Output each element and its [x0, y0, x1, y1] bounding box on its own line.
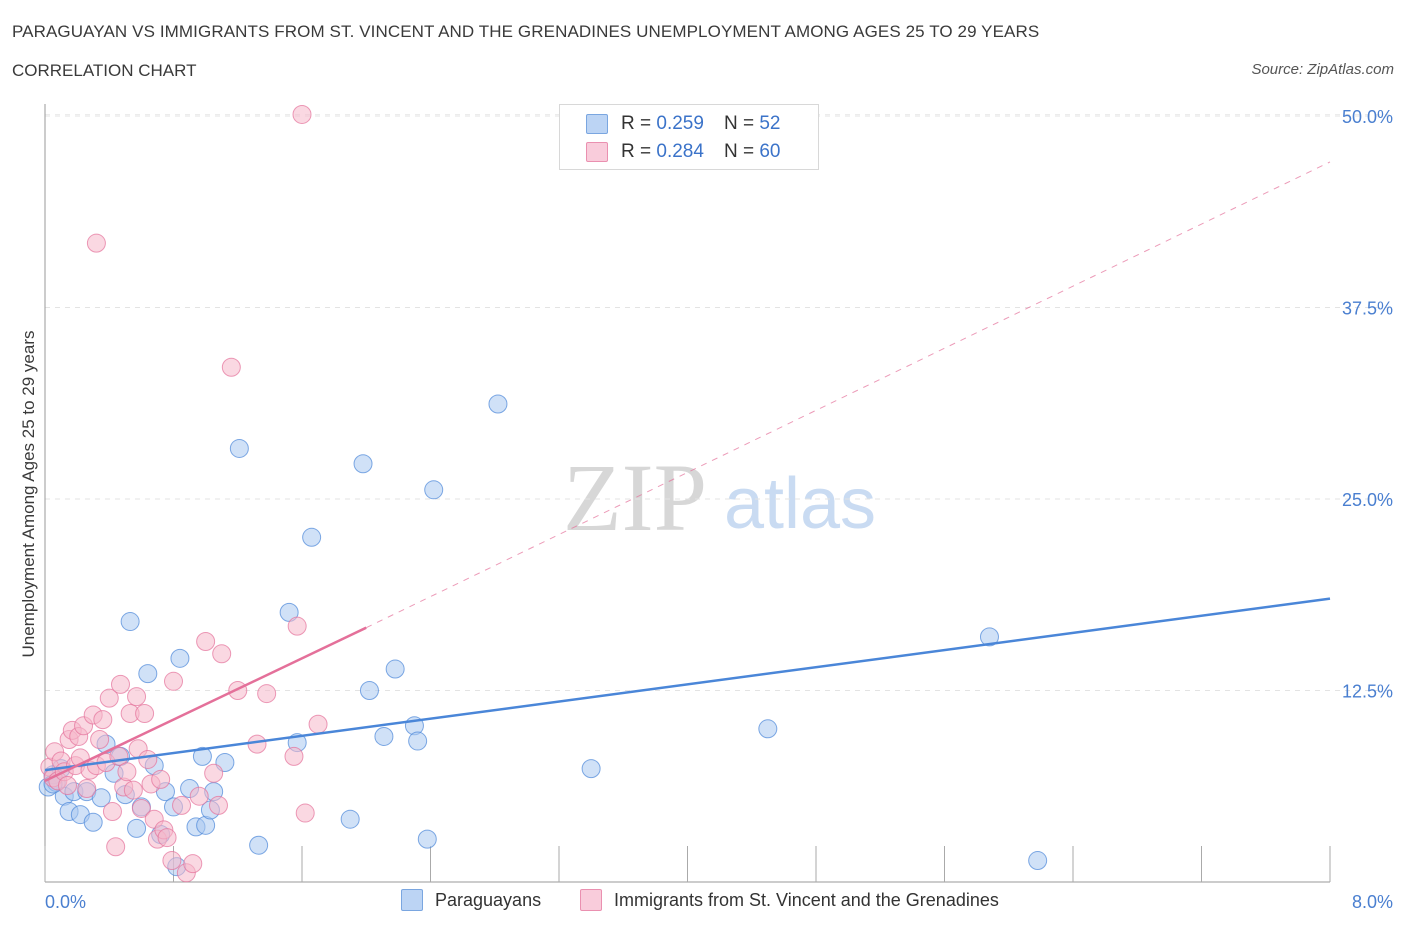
point-paraguayans: [302, 527, 322, 547]
y-tick-labels: 12.5% 25.0% 37.5% 50.0%: [1342, 107, 1393, 702]
point-svg-immigrants: [228, 681, 248, 700]
y-tick-label: 37.5%: [1342, 299, 1393, 319]
watermark-atlas: atlas: [724, 464, 876, 544]
point-svg-immigrants: [102, 802, 122, 822]
point-paraguayans: [353, 454, 373, 474]
point-svg-immigrants: [99, 688, 119, 708]
bottom-legend-swatch-blue: [401, 889, 423, 911]
bottom-legend-svg-immigrants: Immigrants from St. Vincent and the Gren…: [580, 889, 999, 911]
point-svg-immigrants: [127, 687, 147, 707]
point-svg-immigrants: [138, 749, 158, 769]
point-paraguayans: [408, 731, 428, 751]
point-paraguayans: [192, 746, 212, 766]
point-svg-immigrants: [90, 730, 110, 750]
point-paraguayans: [138, 664, 158, 684]
legend-n-label: N =: [723, 141, 755, 162]
point-svg-immigrants: [295, 803, 315, 823]
point-svg-immigrants: [221, 357, 241, 377]
point-paraguayans: [91, 788, 111, 808]
point-paraguayans: [374, 726, 394, 746]
bottom-legend-label: Immigrants from St. Vincent and the Gren…: [614, 889, 999, 910]
point-svg-immigrants: [110, 674, 130, 694]
point-paraguayans: [120, 612, 140, 632]
point-svg-immigrants: [204, 763, 224, 783]
point-svg-immigrants: [93, 710, 113, 730]
point-svg-immigrants: [208, 795, 228, 815]
trendline-svg-immigrants: [44, 626, 367, 783]
trendline-svg-immigrants-dashed: [366, 161, 1331, 629]
point-paraguayans: [249, 835, 269, 855]
legend-n-value: 60: [759, 141, 781, 162]
point-paraguayans: [758, 719, 778, 739]
legend-n-label: N =: [723, 113, 755, 134]
point-svg-immigrants: [135, 703, 155, 723]
point-paraguayans: [229, 438, 249, 458]
point-paraguayans: [1028, 851, 1048, 871]
grid: [45, 113, 1393, 691]
point-svg-immigrants: [287, 616, 307, 636]
point-svg-immigrants: [151, 769, 171, 789]
point-svg-immigrants: [106, 837, 126, 857]
point-paraguayans: [581, 759, 601, 779]
legend: R = 0.259 N = 52 R = 0.284 N = 60: [559, 104, 819, 170]
source-label: Source: ZipAtlas.com: [1251, 61, 1394, 78]
chart-title: PARAGUAYAN VS IMMIGRANTS FROM ST. VINCEN…: [12, 22, 1040, 41]
trendlines: [44, 161, 1331, 783]
legend-r-value: 0.284: [656, 141, 704, 162]
point-svg-immigrants: [212, 644, 232, 664]
x-tick-label-min: 0.0%: [45, 892, 86, 912]
watermark-zip: ZIP: [563, 444, 707, 551]
point-svg-immigrants: [183, 854, 203, 874]
point-svg-immigrants: [257, 684, 277, 704]
legend-swatch-pink: [586, 142, 608, 162]
point-svg-immigrants: [172, 795, 192, 815]
point-svg-immigrants: [284, 746, 304, 766]
trendline-paraguayans: [44, 597, 1331, 772]
y-tick-label: 25.0%: [1342, 490, 1393, 510]
chart-subtitle: CORRELATION CHART: [12, 61, 197, 80]
legend-row-svg-immigrants: R = 0.284 N = 60: [586, 141, 780, 163]
point-svg-immigrants: [247, 734, 267, 754]
point-paraguayans: [127, 818, 147, 838]
watermark: ZIP atlas: [563, 444, 876, 551]
y-tick-label: 12.5%: [1342, 682, 1393, 702]
point-svg-immigrants: [117, 762, 137, 782]
legend-swatch-blue: [586, 114, 608, 134]
bottom-legend-paraguayans: Paraguayans: [401, 889, 541, 911]
point-paraguayans: [424, 480, 444, 500]
y-tick-label: 50.0%: [1342, 107, 1393, 127]
point-svg-immigrants: [162, 851, 182, 871]
point-paraguayans: [340, 809, 360, 829]
point-svg-immigrants: [123, 780, 143, 800]
legend-row-paraguayans: R = 0.259 N = 52: [586, 113, 780, 135]
point-paraguayans: [417, 829, 437, 849]
bottom-legend-label: Paraguayans: [435, 889, 542, 910]
point-svg-immigrants: [157, 828, 177, 848]
point-svg-immigrants: [57, 775, 77, 795]
point-paraguayans: [83, 812, 103, 832]
point-svg-immigrants: [189, 786, 209, 806]
point-svg-immigrants: [196, 631, 216, 651]
points: [38, 104, 1048, 883]
point-svg-immigrants: [292, 104, 312, 124]
legend-r-value: 0.259: [656, 113, 704, 134]
point-paraguayans: [359, 681, 379, 700]
bottom-legend-swatch-pink: [580, 889, 602, 911]
point-paraguayans: [979, 627, 999, 647]
point-svg-immigrants: [131, 798, 151, 818]
legend-n-value: 52: [759, 113, 781, 134]
x-ticks: [44, 846, 1331, 882]
point-svg-immigrants: [77, 779, 97, 799]
point-paraguayans: [385, 659, 405, 679]
y-axis-title: Unemployment Among Ages 25 to 29 years: [19, 331, 38, 658]
point-paraguayans: [488, 394, 508, 414]
legend-r-label: R =: [621, 113, 652, 134]
point-svg-immigrants: [164, 671, 183, 691]
point-svg-immigrants: [308, 714, 328, 734]
x-tick-label-max: 8.0%: [1352, 892, 1393, 912]
point-svg-immigrants: [86, 233, 106, 253]
point-paraguayans: [170, 648, 190, 668]
legend-r-label: R =: [621, 141, 652, 162]
